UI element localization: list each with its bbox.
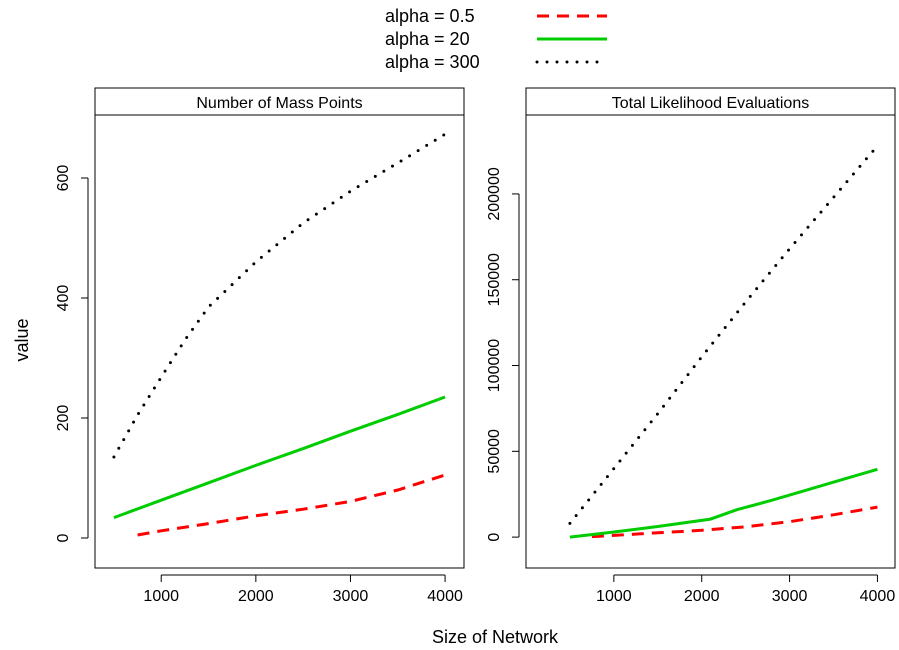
y-tick-label-mass-points: 200 <box>55 405 72 432</box>
y-tick-label-likelihood-evaluations: 150000 <box>486 253 503 306</box>
series-line-likelihood-evaluations-alpha-20 <box>569 467 878 539</box>
y-tick-label-likelihood-evaluations: 50000 <box>486 429 503 474</box>
x-tick-label-mass-points: 3000 <box>333 588 369 605</box>
y-tick-label-mass-points: 0 <box>55 533 72 542</box>
y-tick-label-mass-points: 600 <box>55 165 72 192</box>
axes-likelihood-evaluations: 1000 2000 3000 4000 0 50000 100000 150000 200000 <box>486 167 895 605</box>
series-line-likelihood-evaluations-alpha-0-5 <box>591 505 878 539</box>
series-group-mass-points <box>112 132 447 537</box>
y-tick-label-likelihood-evaluations: 100000 <box>486 339 503 392</box>
plot-area-mass-points <box>94 114 465 569</box>
x-tick-label-likelihood-evaluations: 4000 <box>860 588 896 605</box>
series-line-mass-points-alpha-20 <box>113 395 446 520</box>
x-tick-label-likelihood-evaluations: 3000 <box>772 588 808 605</box>
y-tick-label-mass-points: 400 <box>55 285 72 312</box>
y-tick-label-likelihood-evaluations: 200000 <box>486 167 503 220</box>
panel-header-likelihood-evaluations <box>525 87 896 116</box>
series-line-mass-points-alpha-300 <box>112 132 447 459</box>
series-line-mass-points-alpha-0-5 <box>137 473 446 537</box>
panel-mass-points: Number of Mass Points 1000 2000 3000 4000 0 2… <box>55 87 465 605</box>
legend-label-alpha-20: alpha = 20 <box>385 29 470 49</box>
x-tick-label-mass-points: 1000 <box>143 588 179 605</box>
legend-label-alpha-0-5: alpha = 0.5 <box>385 6 475 26</box>
panel-title-likelihood-evaluations: Total Likelihood Evaluations <box>612 95 809 112</box>
legend: alpha = 0.5 alpha = 20 alpha = 300 <box>385 6 609 72</box>
x-axis-label: Size of Network <box>432 627 559 647</box>
x-tick-label-likelihood-evaluations: 2000 <box>684 588 720 605</box>
y-tick-label-likelihood-evaluations: 0 <box>486 533 503 542</box>
axes-mass-points: 1000 2000 3000 4000 0 200 400 600 <box>55 165 463 605</box>
panel-title-mass-points: Number of Mass Points <box>196 95 362 112</box>
x-tick-label-likelihood-evaluations: 1000 <box>596 588 632 605</box>
series-group-likelihood-evaluations <box>568 144 879 539</box>
legend-label-alpha-300: alpha = 300 <box>385 52 480 72</box>
x-tick-label-mass-points: 2000 <box>238 588 274 605</box>
x-tick-label-mass-points: 4000 <box>427 588 463 605</box>
plot-area-likelihood-evaluations <box>525 114 896 569</box>
panel-likelihood-evaluations: Total Likelihood Evaluations 1000 2000 300… <box>486 87 896 605</box>
series-line-likelihood-evaluations-alpha-300 <box>568 144 879 525</box>
y-axis-label: value <box>12 318 32 361</box>
